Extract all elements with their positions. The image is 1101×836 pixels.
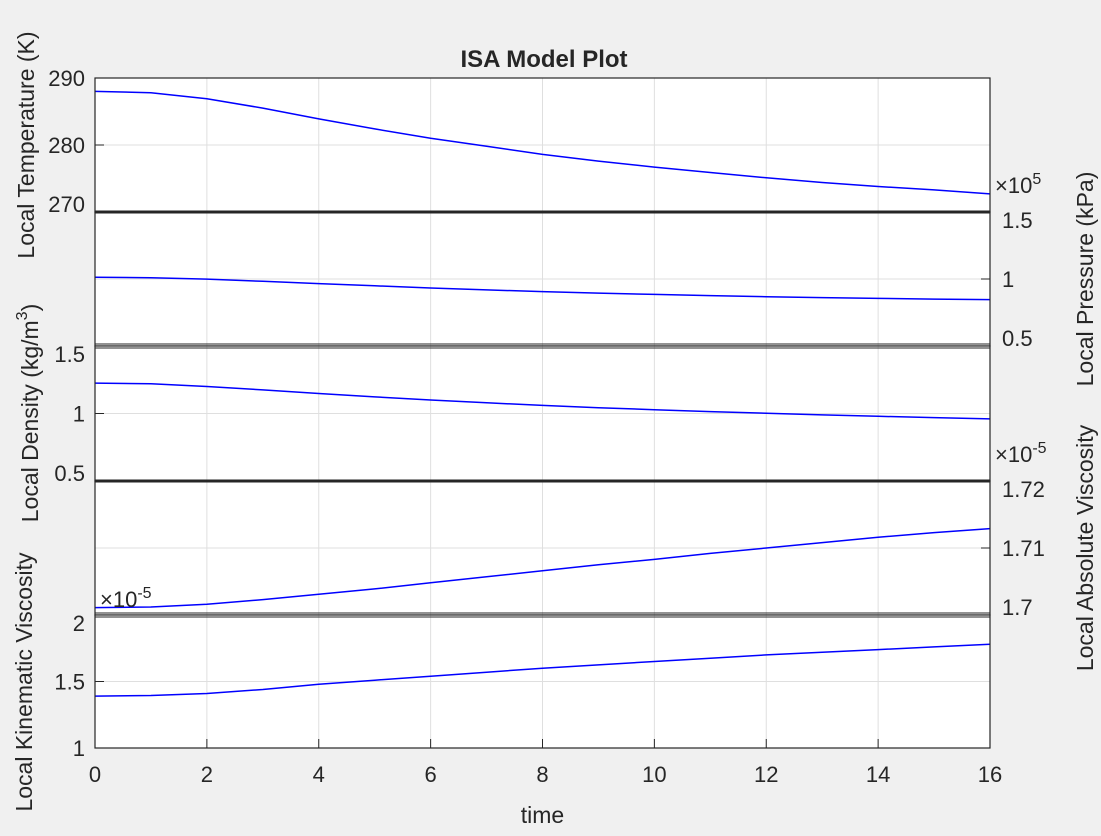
series-line-pressure	[94, 276, 991, 301]
y-axis-label-kinematic-viscosity: Local Kinematic Viscosity	[11, 552, 37, 812]
y-axis-label-density: Local Density (kg/m3)	[14, 304, 44, 523]
y-axis-label-absolute-viscosity: Local Absolute Viscosity	[1072, 424, 1098, 671]
x-tick-label: 4	[313, 762, 325, 787]
x-axis-label: time	[521, 802, 564, 828]
y-tick-label-pressure: 0.5	[1002, 326, 1033, 351]
y-tick-label-pressure: 1	[1002, 267, 1014, 292]
y-tick-label-temperature: 290	[48, 66, 85, 91]
exponent-label-pressure: ×105	[995, 171, 1041, 198]
exponent-label-absolute-viscosity: ×10-5	[995, 440, 1047, 467]
y-tick-label-absolute-viscosity: 1.7	[1002, 595, 1033, 620]
series-line-kinematic-viscosity	[94, 643, 991, 697]
y-tick-label-temperature: 280	[48, 133, 85, 158]
y-axis-label-pressure: Local Pressure (kPa)	[1072, 172, 1098, 387]
x-tick-label: 12	[754, 762, 778, 787]
chart-title: ISA Model Plot	[460, 46, 627, 73]
y-tick-label-density: 1	[73, 402, 85, 427]
y-tick-label-density: 0.5	[54, 461, 85, 486]
x-tick-label: 8	[536, 762, 548, 787]
x-tick-label: 2	[201, 762, 213, 787]
x-tick-label: 6	[425, 762, 437, 787]
y-axis-label-temperature: Local Temperature (K)	[13, 31, 39, 258]
y-tick-label-temperature: 270	[48, 192, 85, 217]
y-tick-label-kinematic-viscosity: 1	[73, 736, 85, 761]
y-tick-label-kinematic-viscosity: 2	[73, 611, 85, 636]
x-tick-label: 16	[978, 762, 1002, 787]
y-tick-label-absolute-viscosity: 1.71	[1002, 536, 1045, 561]
series-line-density	[94, 382, 991, 420]
y-tick-label-absolute-viscosity: 1.72	[1002, 477, 1045, 502]
series-line-absolute-viscosity	[94, 527, 991, 609]
y-tick-label-pressure: 1.5	[1002, 208, 1033, 233]
x-tick-label: 0	[89, 762, 101, 787]
exponent-label-kinematic-viscosity: ×10-5	[100, 585, 152, 612]
y-tick-label-kinematic-viscosity: 1.5	[54, 670, 85, 695]
x-tick-label: 14	[866, 762, 890, 787]
series-line-temperature	[94, 90, 991, 195]
y-tick-label-density: 1.5	[54, 342, 85, 367]
x-tick-label: 10	[642, 762, 666, 787]
